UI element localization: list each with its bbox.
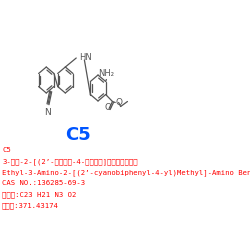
Text: N: N [44, 108, 51, 117]
Text: HN: HN [79, 54, 92, 62]
Text: NH₂: NH₂ [98, 70, 114, 78]
Text: Ethyl-3-Amino-2-[(2’-cyanobiphenyl-4-yl)Methyl]-Amino Benzoate: Ethyl-3-Amino-2-[(2’-cyanobiphenyl-4-yl)… [2, 169, 250, 176]
Text: 3-氨基-2-[(2’-氰基联苯-4-基）甲基]氨基苯甲酸乙酸: 3-氨基-2-[(2’-氰基联苯-4-基）甲基]氨基苯甲酸乙酸 [2, 158, 138, 165]
Text: 分子式:C23 H21 N3 O2: 分子式:C23 H21 N3 O2 [2, 191, 76, 198]
Text: C5: C5 [66, 126, 91, 144]
Text: O: O [104, 104, 111, 112]
Text: O: O [116, 98, 123, 107]
Text: CAS NO.:136285-69-3: CAS NO.:136285-69-3 [2, 180, 85, 186]
Text: C5: C5 [2, 147, 11, 153]
Text: 分子量:371.43174: 分子量:371.43174 [2, 202, 59, 208]
